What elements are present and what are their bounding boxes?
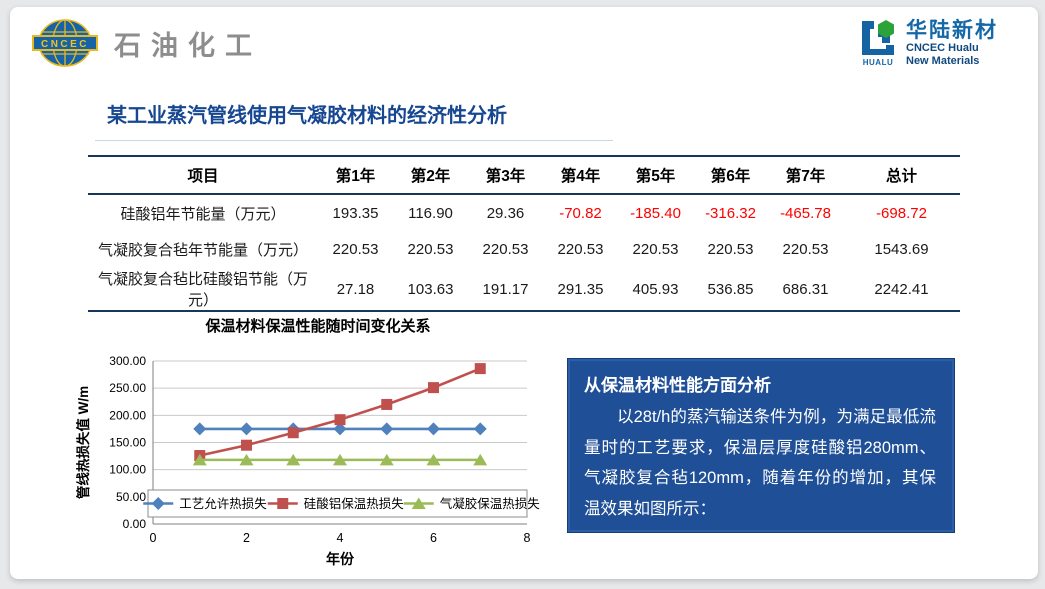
value-cell: -185.40 [630, 204, 681, 222]
svg-text:0.00: 0.00 [123, 517, 147, 531]
svg-text:CNCEC: CNCEC [41, 39, 89, 50]
hualu-wordmark: HUALU [862, 58, 894, 67]
svg-text:100.00: 100.00 [109, 463, 146, 477]
value-cell: 536.85 [707, 280, 754, 298]
legend-item-label: 气凝胶保温热损失 [440, 496, 541, 511]
value-cell: 220.53 [482, 241, 529, 258]
value-cell: 193.35 [332, 204, 379, 222]
chart-svg: 0.00 50.00 100.00 150.00 200.00 250.00 300.00 0… [75, 354, 541, 568]
table-header-row: 项目 第1年 第2年 第3年 第4年 第5年 第6年 第7年 总计 [88, 156, 960, 195]
value-cell: -70.82 [559, 204, 602, 222]
hualu-brand-en-1: CNCEC Hualu [906, 42, 979, 55]
row-label: 硅酸铝年节能量（万元） [120, 205, 286, 223]
value-cell: 1543.69 [874, 241, 929, 258]
cncec-logo: CNCEC 石油化工 [32, 17, 262, 69]
value-cell: 405.93 [632, 280, 679, 298]
petrochemical-brand-text: 石油化工 [114, 30, 262, 61]
info-box-body: 以28t/h的蒸汽输送条件为例，为满足最低流量时的工艺要求，保温层厚度硅酸铝28… [584, 408, 936, 518]
table-row: 气凝胶复合毡比硅酸铝节能（万元） 27.18 103.63 191.17 291.35 4… [88, 268, 960, 311]
value-cell: 191.17 [482, 280, 529, 298]
info-box-title: 从保温材料性能方面分析 [584, 376, 771, 395]
page-title: 某工业蒸汽管线使用气凝胶材料的经济性分析 [107, 105, 507, 127]
analysis-info-box: 从保温材料性能方面分析 以28t/h的蒸汽输送条件为例，为满足最低流量时的工艺要… [567, 358, 955, 533]
slide: CNCEC 石油化工 HUALU 华陆新材 CNCEC Hualu New Ma… [10, 7, 1038, 579]
table-header-cell: 第1年 [318, 156, 393, 195]
table-header-cell: 第6年 [693, 156, 768, 195]
svg-text:200.00: 200.00 [109, 408, 146, 422]
y-axis-label: 管线热损失值 W/m [75, 386, 91, 499]
x-axis-label: 年份 [326, 551, 355, 568]
value-cell: 103.63 [407, 280, 454, 298]
chart-title: 保温材料保温性能随时间变化关系 [205, 319, 431, 335]
value-cell: 291.35 [557, 280, 604, 298]
value-cell: 220.53 [632, 241, 679, 258]
svg-text:2: 2 [243, 531, 250, 545]
economics-table: 项目 第1年 第2年 第3年 第4年 第5年 第6年 第7年 总计 硅酸铝年节能量（万元） 193… [88, 155, 960, 312]
value-cell: -316.32 [705, 204, 756, 222]
value-cell: -698.72 [876, 204, 927, 222]
row-label: 气凝胶复合毡年节能量（万元） [97, 242, 308, 259]
value-cell: 686.31 [782, 280, 829, 298]
hualu-brand-cn: 华陆新材 [906, 19, 998, 42]
value-cell: 220.53 [707, 241, 754, 258]
value-cell: 220.53 [332, 241, 379, 258]
svg-text:250.00: 250.00 [109, 381, 146, 395]
row-label: 气凝胶复合毡比硅酸铝节能（万元） [97, 271, 308, 309]
svg-text:4: 4 [337, 531, 344, 545]
legend-item-label: 硅酸铝保温热损失 [304, 496, 405, 511]
value-cell: 29.36 [486, 204, 525, 222]
value-cell: -465.78 [780, 204, 831, 222]
insulation-performance-chart: 保温材料保温性能随时间变化关系 0.00 50.00 100.00 150.00 200… [72, 309, 564, 575]
table-row: 气凝胶复合毡年节能量（万元） 220.53 220.53 220.53 220.53 22… [88, 231, 960, 268]
svg-text:50.00: 50.00 [116, 490, 146, 504]
title-divider [95, 140, 613, 141]
value-cell: 2242.41 [874, 280, 929, 298]
table-header-cell: 第4年 [543, 156, 618, 195]
value-cell: 220.53 [782, 241, 829, 258]
value-cell: 220.53 [557, 241, 604, 258]
table-header-cell: 项目 [88, 156, 318, 195]
hualu-brand-en-2: New Materials [906, 54, 980, 67]
hualu-logo: HUALU 华陆新材 CNCEC Hualu New Materials [858, 19, 998, 67]
hualu-icon [862, 20, 894, 55]
chart-plot-area: 0.00 50.00 100.00 150.00 200.00 250.00 300.00 0… [72, 343, 564, 575]
value-cell: 220.53 [407, 241, 454, 258]
table-row: 硅酸铝年节能量（万元） 193.35 116.90 29.36 -70.82 -185.4… [88, 194, 960, 231]
svg-text:0: 0 [150, 531, 157, 545]
value-cell: 27.18 [336, 280, 375, 298]
table-header-cell: 总计 [843, 156, 960, 195]
value-cell: 116.90 [408, 204, 453, 222]
svg-text:8: 8 [524, 531, 531, 545]
table-header-cell: 第5年 [618, 156, 693, 195]
svg-text:150.00: 150.00 [109, 436, 146, 450]
cncec-globe-icon: CNCEC [32, 19, 98, 67]
legend-item-label: 工艺允许热损失 [179, 496, 267, 511]
svg-text:300.00: 300.00 [109, 354, 146, 368]
table-header-cell: 第3年 [468, 156, 543, 195]
table-header-cell: 第7年 [768, 156, 843, 195]
table-header-cell: 第2年 [393, 156, 468, 195]
svg-text:6: 6 [430, 531, 437, 545]
